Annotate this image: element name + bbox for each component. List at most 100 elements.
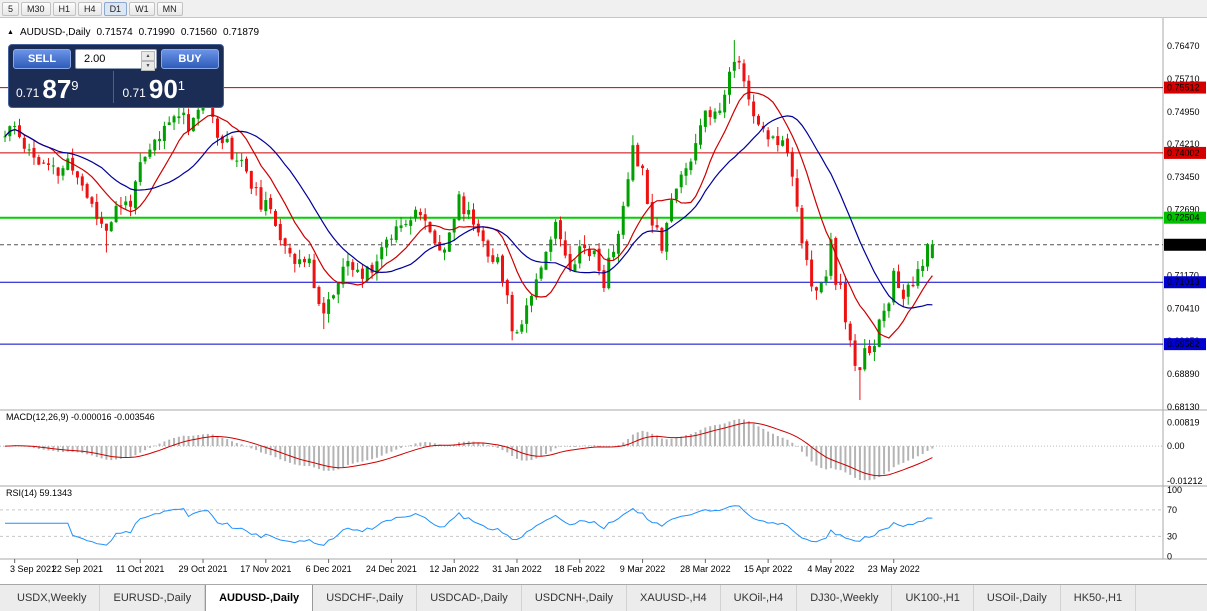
- sell-price-display[interactable]: 0.71 87 9: [13, 71, 113, 103]
- price-badge-label: 0.71013: [1167, 277, 1200, 287]
- chart-tabs-bar: USDX,Weekly EURUSD-,Daily AUDUSD-,Daily USD…: [0, 584, 1207, 611]
- tab-audusd-daily[interactable]: AUDUSD-,Daily: [205, 585, 314, 611]
- rsi-tick-label: 70: [1167, 505, 1177, 515]
- price-badge-label: 0.75512: [1167, 83, 1200, 93]
- date-tick-label: 28 Mar 2022: [680, 564, 731, 574]
- price-badge: [1164, 211, 1206, 224]
- price-badge: [1164, 276, 1206, 289]
- timeframe-button-d1[interactable]: D1: [103, 1, 128, 16]
- buy-button[interactable]: BUY: [161, 49, 219, 69]
- lot-increase-icon[interactable]: ▲: [141, 51, 155, 61]
- price-tick-label: 0.70410: [1167, 303, 1200, 313]
- ma-slow-line: [4, 115, 933, 309]
- sell-button[interactable]: SELL: [13, 49, 71, 69]
- ohlc-low: 0.71560: [180, 27, 217, 38]
- tab-usoil-daily[interactable]: USOil-,Daily: [974, 585, 1061, 611]
- one-click-trading-panel: SELL 2.00 ▲ ▼ BUY 0.71 87 9 0.71 90 1: [8, 44, 224, 108]
- one-click-toggle-icon[interactable]: ▲: [7, 29, 14, 36]
- price-tick-label: 0.75710: [1167, 74, 1200, 84]
- price-tick-label: 0.76470: [1167, 41, 1200, 51]
- date-tick-label: 3 Sep 2021: [10, 564, 56, 574]
- timeframe-button-h1[interactable]: H1: [52, 1, 77, 16]
- tab-hk50-h1[interactable]: HK50-,H1: [1061, 585, 1137, 611]
- ma-fast-line: [4, 91, 933, 339]
- chart-ohlc-header: ▲ AUDUSD-,Daily 0.71574 0.71990 0.71560 …: [7, 27, 259, 38]
- macd-histogram: [0, 418, 1163, 481]
- price-tick-label: 0.72690: [1167, 205, 1200, 215]
- date-tick-label: 4 May 2022: [807, 564, 854, 574]
- price-badge-label: 0.71879: [1167, 240, 1200, 250]
- chart-canvas[interactable]: 0.76470 0.75710 0.74950 0.74210 0.73450 0.726…: [0, 18, 1207, 584]
- lot-size-field[interactable]: 2.00 ▲ ▼: [75, 49, 157, 71]
- date-tick-label: 18 Feb 2022: [554, 564, 605, 574]
- date-tick-label: 23 May 2022: [868, 564, 920, 574]
- date-tick-label: 24 Dec 2021: [366, 564, 417, 574]
- timeframe-button-m30[interactable]: M30: [21, 1, 51, 16]
- price-tick-label: 0.71170: [1167, 270, 1199, 280]
- buy-price-display[interactable]: 0.71 90 1: [112, 71, 220, 104]
- chart-chrome: [0, 18, 1207, 560]
- rsi-line: [5, 505, 933, 546]
- date-tick-label: 9 Mar 2022: [620, 564, 666, 574]
- date-tick-label: 29 Oct 2021: [179, 564, 228, 574]
- date-tick-label: 11 Oct 2021: [116, 564, 164, 574]
- price-badge: [1164, 238, 1206, 251]
- date-tick-label: 22 Sep 2021: [52, 564, 103, 574]
- date-tick-label: 6 Dec 2021: [306, 564, 352, 574]
- timeframe-button-5[interactable]: 5: [2, 1, 20, 16]
- rsi-tick-label: 30: [1167, 531, 1177, 541]
- timeframe-toolbar: 5 M30 H1 H4 D1 W1 MN: [0, 0, 1207, 18]
- buy-price-pips: 90: [148, 74, 178, 104]
- date-tick-label: 17 Nov 2021: [240, 564, 291, 574]
- macd-tick-label: -0.01212: [1167, 476, 1203, 486]
- macd-tick-label: 0.00819: [1167, 417, 1200, 427]
- price-badge: [1164, 146, 1206, 159]
- tab-usdcad-daily[interactable]: USDCAD-,Daily: [417, 585, 522, 611]
- date-tick-label: 31 Jan 2022: [492, 564, 542, 574]
- ohlc-close: 0.71879: [222, 27, 260, 38]
- date-tick-label: 12 Jan 2022: [429, 564, 479, 574]
- tab-uk100-h1[interactable]: UK100-,H1: [892, 585, 974, 611]
- price-badge-label: 0.74002: [1167, 148, 1200, 158]
- macd-indicator-label: MACD(12,26,9) -0.000016 -0.003546: [6, 412, 155, 422]
- tab-usdx-weekly[interactable]: USDX,Weekly: [4, 585, 101, 611]
- price-tick-label: 0.74950: [1167, 107, 1200, 117]
- price-badge-label: 0.72504: [1167, 213, 1200, 223]
- sell-price-base: 0.71: [16, 86, 40, 100]
- tab-usdcnh-daily[interactable]: USDCNH-,Daily: [522, 585, 628, 611]
- tab-eurusd-daily[interactable]: EURUSD-,Daily: [100, 585, 206, 611]
- price-tick-label: 0.74210: [1167, 139, 1200, 149]
- rsi-tick-label: 0: [1167, 551, 1172, 561]
- rsi-pane-series: [0, 509, 1163, 537]
- price-axis[interactable]: 0.76470 0.75710 0.74950 0.74210 0.73450 0.726…: [1164, 41, 1206, 561]
- price-tick-label: 0.73450: [1167, 172, 1200, 182]
- timeframe-button-mn[interactable]: MN: [156, 1, 183, 16]
- buy-price-pipette: 1: [177, 78, 186, 93]
- date-tick-label: 15 Apr 2022: [744, 564, 793, 574]
- buy-price-base: 0.71: [122, 86, 146, 100]
- rsi-tick-label: 100: [1167, 485, 1182, 495]
- lot-decrease-icon[interactable]: ▼: [141, 61, 155, 71]
- macd-signal-line: [4, 422, 933, 477]
- sell-price-pipette: 9: [71, 78, 79, 93]
- price-tick-label: 0.68130: [1167, 402, 1200, 412]
- sell-price-pips: 87: [42, 74, 72, 104]
- lot-stepper[interactable]: ▲ ▼: [141, 51, 155, 71]
- tab-ukoil-h4[interactable]: UKOil-,H4: [721, 585, 798, 611]
- timeframe-button-w1[interactable]: W1: [129, 1, 155, 16]
- chart-symbol-label: AUDUSD-,Daily: [19, 27, 91, 38]
- tab-usdchf-daily[interactable]: USDCHF-,Daily: [313, 585, 418, 611]
- candlestick-series: [3, 40, 934, 401]
- price-badge: [1164, 338, 1206, 351]
- macd-tick-label: 0.00: [1167, 441, 1185, 451]
- ohlc-open: 0.71574: [96, 27, 133, 38]
- tab-xauusd-h4[interactable]: XAUUSD-,H4: [627, 585, 721, 611]
- price-badge-label: 0.69582: [1167, 339, 1200, 349]
- timeframe-button-h4[interactable]: H4: [78, 1, 102, 16]
- price-badge: [1164, 81, 1206, 94]
- price-tick-label: 0.68890: [1167, 369, 1200, 379]
- tab-dj30-weekly[interactable]: DJ30-,Weekly: [797, 585, 893, 611]
- rsi-indicator-label: RSI(14) 59.1343: [6, 488, 73, 498]
- ohlc-high: 0.71990: [138, 27, 175, 38]
